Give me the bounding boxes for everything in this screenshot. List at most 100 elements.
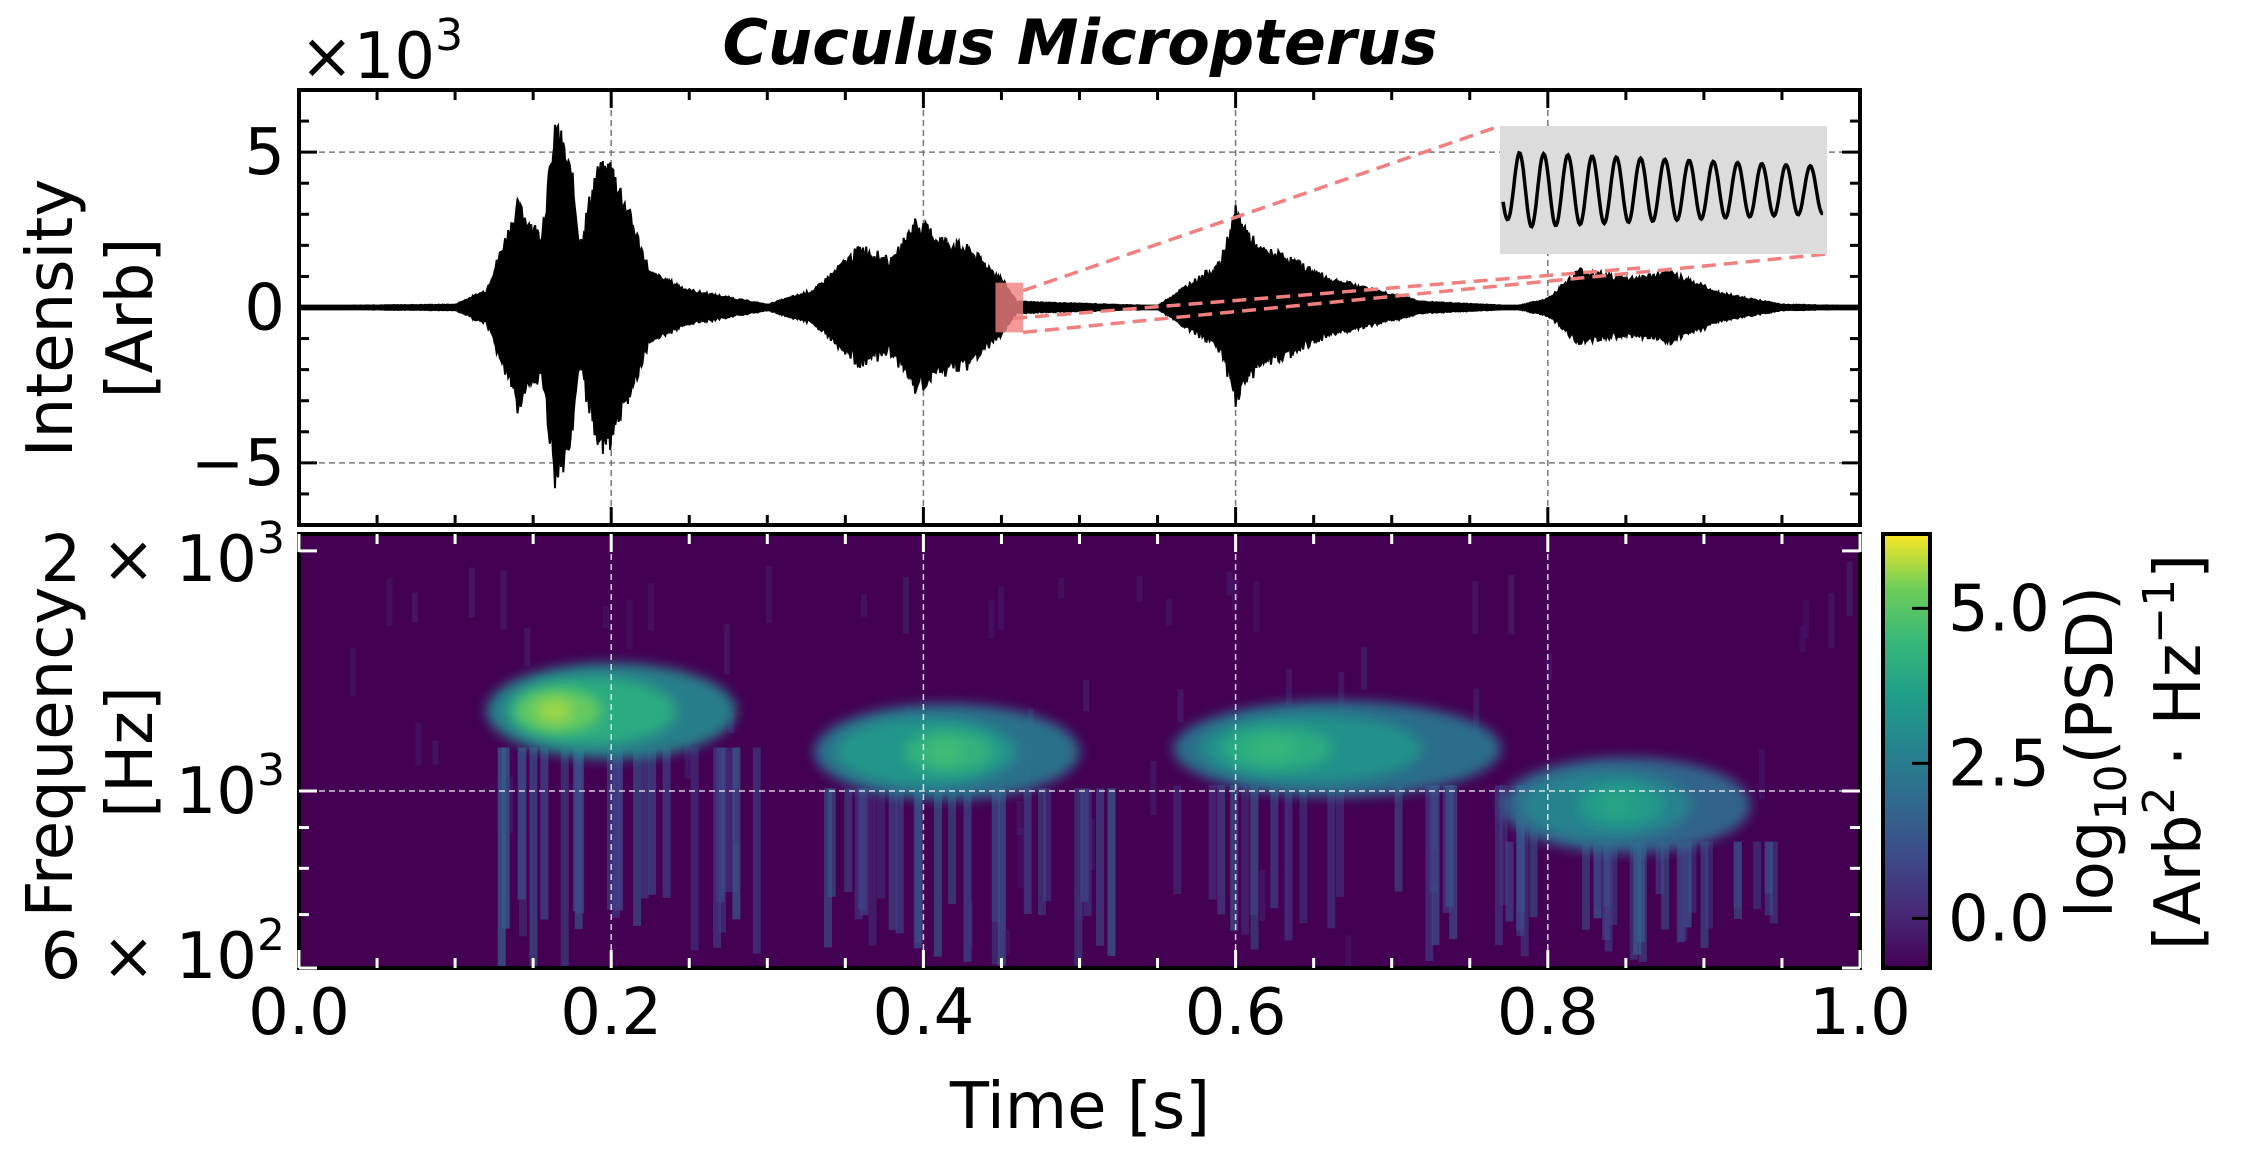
spectrogram-streak — [1096, 788, 1105, 946]
spectrogram-streak — [1425, 785, 1434, 962]
spectrogram-streak — [614, 747, 623, 912]
spectrogram-band-peak — [1249, 736, 1296, 761]
spectrogram-streak — [540, 747, 549, 920]
spectrogram-streak — [713, 747, 722, 948]
spectrogram-streak — [517, 747, 526, 900]
spectrogram-streak — [412, 592, 419, 623]
spectrogram-streak — [690, 747, 699, 951]
spectrogram-streak — [963, 788, 972, 962]
y-tick-label: 6 × 102 — [41, 910, 285, 994]
spectrogram-band-peak — [537, 698, 573, 723]
zoom-connector-line — [1012, 266, 1641, 321]
spectrogram-streak — [1828, 592, 1835, 648]
spectrogram-streak — [501, 747, 510, 929]
spectrogram-streak — [1023, 788, 1032, 915]
zoom-inset — [1500, 126, 1827, 254]
spectrogram-streak — [640, 747, 649, 899]
spectrogram-band-peak — [1598, 793, 1634, 818]
spectrogram-ytick-labels: 2 × 103 103 6 × 102 — [41, 513, 285, 994]
spectrogram-streak — [752, 747, 761, 954]
x-tick-label: 0.4 — [873, 976, 975, 1050]
spectrogram-streak — [1217, 785, 1226, 915]
spectrogram-streak — [529, 747, 538, 966]
zoom-inset-waveform — [1501, 150, 1824, 229]
spectrogram-streak — [868, 788, 877, 946]
spectrogram-streak — [1083, 788, 1092, 916]
y-tick-label: 5 — [244, 116, 285, 190]
spectrogram-streak — [1241, 785, 1250, 935]
spectrogram-streak — [1593, 841, 1602, 908]
x-tick-label: 0.6 — [1185, 976, 1287, 1050]
spectrogram-streak — [1208, 785, 1217, 900]
spectrogram-streak — [1769, 841, 1778, 924]
spectrogram-streak — [1338, 671, 1345, 713]
spectrogram-streak — [1037, 788, 1046, 916]
spectrogram-streak — [1704, 841, 1713, 929]
colorbar-ticks: 0.0 2.5 5.0 — [1912, 572, 2050, 956]
spectrogram-streak — [1753, 841, 1762, 910]
spectrogram-streak — [602, 605, 609, 628]
spectrogram-streak — [1593, 841, 1602, 919]
zoom-connector-line — [1022, 252, 1828, 335]
zoom-region-marker — [995, 282, 1024, 333]
spectrogram-streak — [854, 788, 863, 920]
y-tick-label: 103 — [176, 745, 285, 829]
spectrogram-streak — [648, 747, 657, 895]
spectrogram-streak — [507, 776, 514, 833]
spectrogram-ylabel-line1: Frequency — [14, 587, 88, 918]
spectrogram-streak — [1286, 668, 1293, 706]
spectrogram-streak — [1846, 561, 1853, 616]
spectrogram-streak — [724, 624, 731, 675]
spectrogram-streak — [1299, 785, 1308, 924]
spectrogram-streak — [1017, 828, 1024, 889]
spectrogram-streak — [1088, 818, 1095, 871]
spectrogram-xtick-labels: 0.0 0.2 0.4 0.6 0.8 1.0 — [248, 976, 1911, 1050]
spectrogram-streak — [988, 600, 995, 639]
spectrogram-streak — [1442, 785, 1451, 913]
y-tick-label: −5 — [191, 427, 285, 501]
spectrogram-streak — [1177, 689, 1184, 723]
colorbar-tick-label: 5.0 — [1948, 572, 2050, 646]
spectrogram-streak — [1679, 841, 1688, 941]
spectrogram-streak — [1107, 788, 1116, 956]
spectrogram-streak — [350, 647, 357, 697]
spectrogram-streak — [1799, 626, 1806, 652]
colorbar-gradient — [1881, 532, 1932, 970]
colorbar-tick-label: 0.0 — [1948, 882, 2050, 956]
spectrogram-streak — [888, 788, 897, 930]
spectrogram-streak — [524, 627, 531, 667]
spectrogram-ylabel-line2: [Hz] — [94, 686, 168, 818]
x-tick-label: 0.0 — [248, 976, 350, 1050]
spectrogram-streak — [1546, 653, 1553, 681]
spectrogram-streak — [933, 788, 942, 957]
spectrogram-streak — [1230, 785, 1239, 931]
spectrogram-streak — [1604, 841, 1613, 952]
spectrogram-streak — [633, 747, 642, 926]
zoom-connector-line — [1022, 124, 1501, 293]
spectrogram-streak — [1758, 748, 1765, 800]
spectrogram-streak — [1284, 785, 1293, 941]
spectrogram-streak — [1249, 785, 1258, 916]
spectrogram-streak — [1327, 785, 1336, 929]
spectrogram-streak — [991, 788, 1000, 922]
spectrogram-panel: 0.0 0.2 0.4 0.6 0.8 1.0 2 × 103 103 6 × 102 Fre… — [14, 513, 1911, 1144]
chart-title: Cuculus Micropterus — [723, 6, 1438, 79]
spectrogram-streak — [1173, 785, 1182, 894]
x-tick-label: 0.8 — [1497, 976, 1599, 1050]
spectrogram-streak — [1253, 581, 1260, 632]
spectrogram-streak — [1494, 785, 1503, 946]
spectrogram-streak — [1429, 785, 1438, 893]
spectrogram-streak — [1250, 785, 1259, 950]
spectrogram-streak — [1226, 571, 1233, 596]
spectrogram-streak — [626, 599, 633, 650]
spectrogram-streak — [1473, 688, 1480, 740]
waveform-ylabel-line1: Intensity — [14, 179, 88, 458]
spectrogram-streak — [998, 587, 1005, 630]
spectrogram-streak — [1516, 785, 1525, 937]
spectrogram-streak — [1058, 577, 1065, 599]
spectrogram-streak — [1083, 679, 1090, 712]
waveform-ytick-labels: −5 0 5 — [191, 116, 285, 501]
spectrogram-streak — [468, 567, 475, 618]
spectrogram-streak — [913, 788, 922, 949]
